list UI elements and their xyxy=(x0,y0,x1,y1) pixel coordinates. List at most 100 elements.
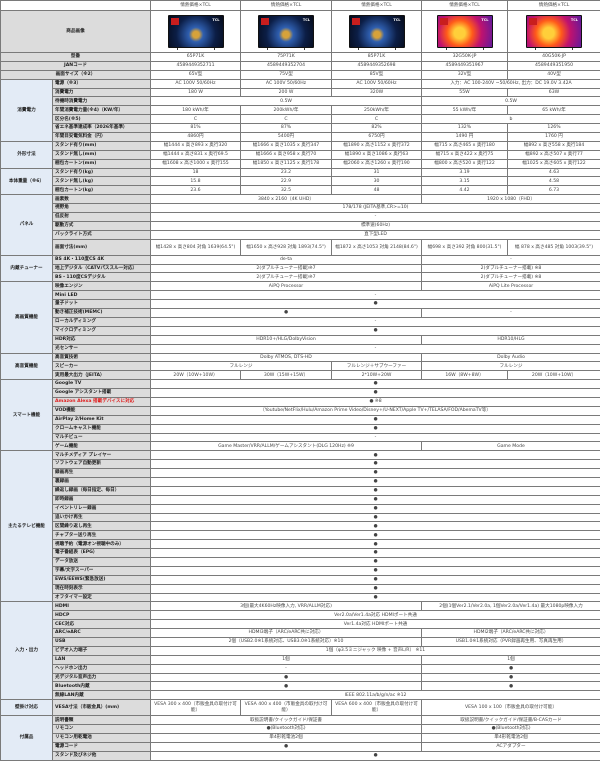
spec-value: ● xyxy=(150,485,600,496)
tv-logo: TCL xyxy=(393,18,401,22)
spec-value: VESA 300 x 400（市販金具の取付け可能） xyxy=(150,699,241,717)
tv-logo: TCL xyxy=(481,18,489,22)
spec-value: 入力：AC 100-240V ~50/60Hz, 出力：DC 19.0V 3.4… xyxy=(421,78,600,89)
spec-value: 幅800 x 高さ520 x 奥行122 xyxy=(421,158,508,169)
spec-row: 入力・出力 HDMI 3個(最大4K60Hz映像入力, VRR/ALLM対応) 2個(… xyxy=(0,601,600,701)
spec-label: 無線LAN内蔵 xyxy=(52,690,151,701)
spec-label: 録画再生 xyxy=(52,468,151,478)
spec-value: AiPQ Processor xyxy=(150,281,422,292)
spec-value: 31 xyxy=(331,167,422,178)
spec-value: 87% xyxy=(240,123,332,134)
spec-label: CEC対応 xyxy=(52,619,151,630)
product-image-cell: TCL xyxy=(507,10,600,53)
spec-value: ● xyxy=(150,423,600,434)
spec-value: C xyxy=(331,114,422,125)
image-row: 商品画像 TCL TCL TCL TCL TCL xyxy=(0,10,600,53)
spec-label: リモコン xyxy=(52,724,151,735)
spec-label: 電子番組表（EPG） xyxy=(52,548,151,558)
spec-row: 消費電力 180 W 200 W 320W 55W 63W xyxy=(1,87,600,98)
spec-row: 画面寸法(mm) 幅1428 x 高さ804 対角 1639(64.5") 幅165… xyxy=(1,238,600,256)
spec-row: 実用最大出力（JEITA） 20W（10W+10W） 30W（15W+15W） 2*1… xyxy=(1,370,600,381)
spec-value: ● xyxy=(421,663,600,674)
category-label: 入力・出力 xyxy=(0,601,53,701)
spec-label: スタンド無し(mm) xyxy=(52,149,151,160)
spec-value: 2個(1個Ver2.1/Ver2.0a, 1個Ver2.0a/Ver1.4a) … xyxy=(421,601,600,612)
spec-label: Mini LED xyxy=(52,290,151,301)
spec-value: 幅1890 x 高さ1152 x 奥行372 xyxy=(331,140,422,151)
tv-product-image: TCL xyxy=(526,15,582,50)
spec-row: 低反射 - xyxy=(1,212,600,222)
spec-label: バックライト方式 xyxy=(52,229,151,240)
spec-value: 幅1890 x 高さ1086 x 奥行63 xyxy=(331,149,422,160)
spec-value: 30 xyxy=(331,176,422,187)
badge-icon xyxy=(261,18,269,25)
spec-value: Game Master/VRR/ALLM/ゲームアシスタント(DLG 120Hz… xyxy=(150,441,422,452)
spec-label: ソフトウェア自動更新 xyxy=(52,459,151,470)
spec-value: 3840 x 2160（4K UHD） xyxy=(150,194,422,205)
spec-label: AirPlay 2/Home Kit xyxy=(52,414,151,425)
spec-label: 年間消費電力量(※4)（KW/年） xyxy=(52,105,151,116)
spec-value: VESA 400 x 400（市販金具の取付け可能） xyxy=(240,699,332,717)
spec-row: 光デジタル音声出力 ● ● xyxy=(1,672,600,683)
brand-label: 情熱価格×TCL xyxy=(421,0,508,11)
spec-label: 待機時消費電力 xyxy=(52,96,151,107)
spec-label: ゲーム機能 xyxy=(52,441,151,452)
spec-value: 200 W xyxy=(240,87,332,98)
spec-value: ● xyxy=(421,681,600,692)
tv-product-image: TCL xyxy=(436,15,493,50)
spec-value: フルレンジ xyxy=(150,361,332,372)
spec-row: 区間繰り返し再生 ● xyxy=(1,521,600,532)
spec-value: HDR10/HLG xyxy=(421,334,600,345)
spec-row: クロームキャスト機能 ● xyxy=(1,423,600,434)
spec-value: ● xyxy=(150,503,600,514)
spec-row: 視野角 178/178 (JEITA基準,CR>=10) xyxy=(1,203,600,214)
spec-label: 梱包カートン(kg) xyxy=(52,185,151,196)
spec-value: （Youtube/NetFlix/Hulu/Amazon Prime Video… xyxy=(150,405,600,416)
spec-label: BS・110度CSデジタル xyxy=(52,272,151,283)
spec-value: ● xyxy=(150,512,600,523)
spec-value: 幅1666 x 高さ958 x 奥行70 xyxy=(240,149,332,160)
spec-row: イベントリレー録画 ● xyxy=(1,503,600,514)
spec-value: 132% xyxy=(421,123,508,134)
spec-value: 幅1608 x 高さ1000 x 奥行155 xyxy=(150,158,241,169)
spec-value: 幅715 x 高さ465 x 奥行180 xyxy=(421,140,508,151)
spec-value: Dolby Audio xyxy=(421,352,600,363)
category-label: 高画質機能 xyxy=(0,281,53,354)
spec-value: AC 100V 50/60Hz xyxy=(240,78,332,89)
spec-label: BS 4K・110度CS 4K xyxy=(52,254,151,265)
category-label: スマート機能 xyxy=(0,379,53,452)
spec-value: ● xyxy=(150,450,600,461)
spec-value: 2(ダブルチューナー搭載)※7 xyxy=(150,263,422,274)
spec-value: 1920 x 1080（FHD） xyxy=(421,194,600,205)
spec-value: ● xyxy=(150,459,600,470)
spec-value: ● xyxy=(150,468,600,478)
spec-label: オフタイマー設定 xyxy=(52,592,151,603)
spec-row: 本体重量（※6） スタンド有り(kg) 18 23.2 31 3.19 4.63 xyxy=(0,167,600,196)
spec-label: USB xyxy=(52,637,151,647)
spec-value: b xyxy=(421,114,600,125)
spec-value: ● xyxy=(150,539,600,550)
spec-label: 動き補正技術(MEMC) xyxy=(52,308,151,318)
spec-value: 1個 xyxy=(421,654,600,665)
product-image-cell: TCL xyxy=(421,10,508,53)
spec-row: 電子番組表（EPG） ● xyxy=(1,548,600,558)
spec-row: HDCP Ver2.0a/Ver1.4a対応 HDMIポート共通 xyxy=(1,610,600,621)
spec-value: 4589449351950 xyxy=(507,60,600,71)
spec-label: JANコード xyxy=(0,60,151,71)
spec-value: ● xyxy=(150,750,600,761)
spec-value: ● xyxy=(150,299,600,310)
spec-value: de-ta xyxy=(150,254,422,265)
spec-row: BS・110度CSデジタル 2(ダブルチューナー搭載)※7 2(ダブルチューナー搭載… xyxy=(1,272,600,283)
spec-value: 1個（φ3.5ミニジャック 映像 + 音声L/R） ※11 xyxy=(150,645,600,656)
spec-row: 地上デジタル（CATVパススルー対応） 2(ダブルチューナー搭載)※7 2(ダブルチ… xyxy=(1,263,600,274)
spec-value: ● xyxy=(150,414,600,425)
category-label: 付属品 xyxy=(0,715,53,761)
spec-value: 32.5 xyxy=(240,185,332,196)
spec-label: 映像エンジン xyxy=(52,281,151,292)
spec-label: スタンド有り(kg) xyxy=(52,167,151,178)
spec-value: 48 xyxy=(331,185,422,196)
spec-row: スピーカー フルレンジ フルレンジ＋サブウーファー フルレンジ xyxy=(1,361,600,372)
spec-label: ヘッドホン出力 xyxy=(52,663,151,674)
spec-value: 85P71K xyxy=(331,52,422,62)
spec-value: 取扱説明書/クイックガイド/保証書/B-CASカード xyxy=(421,715,600,726)
